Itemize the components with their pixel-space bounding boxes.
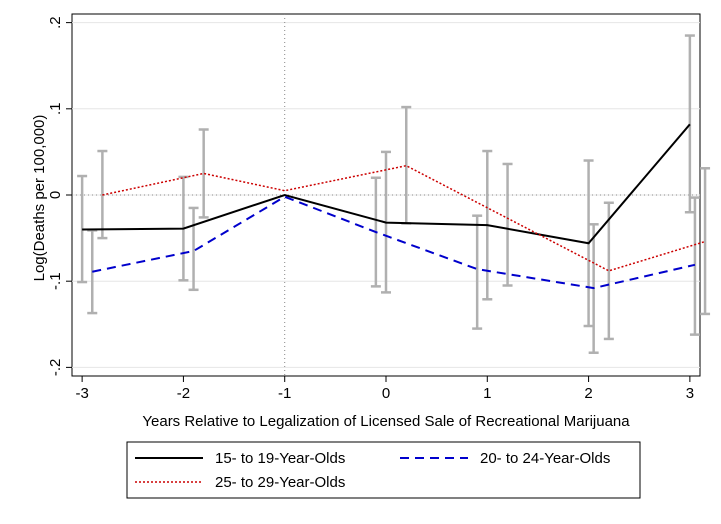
y-tick-label: .2	[47, 16, 64, 29]
series-line	[82, 123, 691, 245]
y-tick-label: .1	[47, 103, 64, 116]
legend: 15- to 19-Year-Olds 20- to 24-Year-Olds 25…	[126, 441, 641, 499]
y-tick-label: -.2	[47, 359, 64, 377]
plot-area: -.2 -.1 0 .1 .2 -3 -2 -1 0 1 2 3	[47, 13, 711, 402]
x-tick-label: -3	[75, 385, 88, 402]
legend-box	[126, 441, 641, 499]
y-axis-title: Log(Deaths per 100,000)	[31, 115, 48, 282]
y-tick-label: 0	[47, 191, 64, 199]
x-tick-label: -1	[278, 385, 291, 402]
legend-label: 20- to 24-Year-Olds	[480, 450, 610, 467]
x-tick-label: -2	[177, 385, 190, 402]
x-tick-label: 1	[483, 385, 491, 402]
legend-label: 25- to 29-Year-Olds	[215, 474, 345, 491]
y-tick-label: -.1	[47, 272, 64, 290]
x-tick-label: 2	[584, 385, 592, 402]
series-line	[92, 195, 696, 290]
x-tick-label: 0	[382, 385, 390, 402]
legend-label: 15- to 19-Year-Olds	[215, 450, 345, 467]
x-tick-label: 3	[686, 385, 694, 402]
x-axis-title: Years Relative to Legalization of Licens…	[142, 413, 630, 430]
